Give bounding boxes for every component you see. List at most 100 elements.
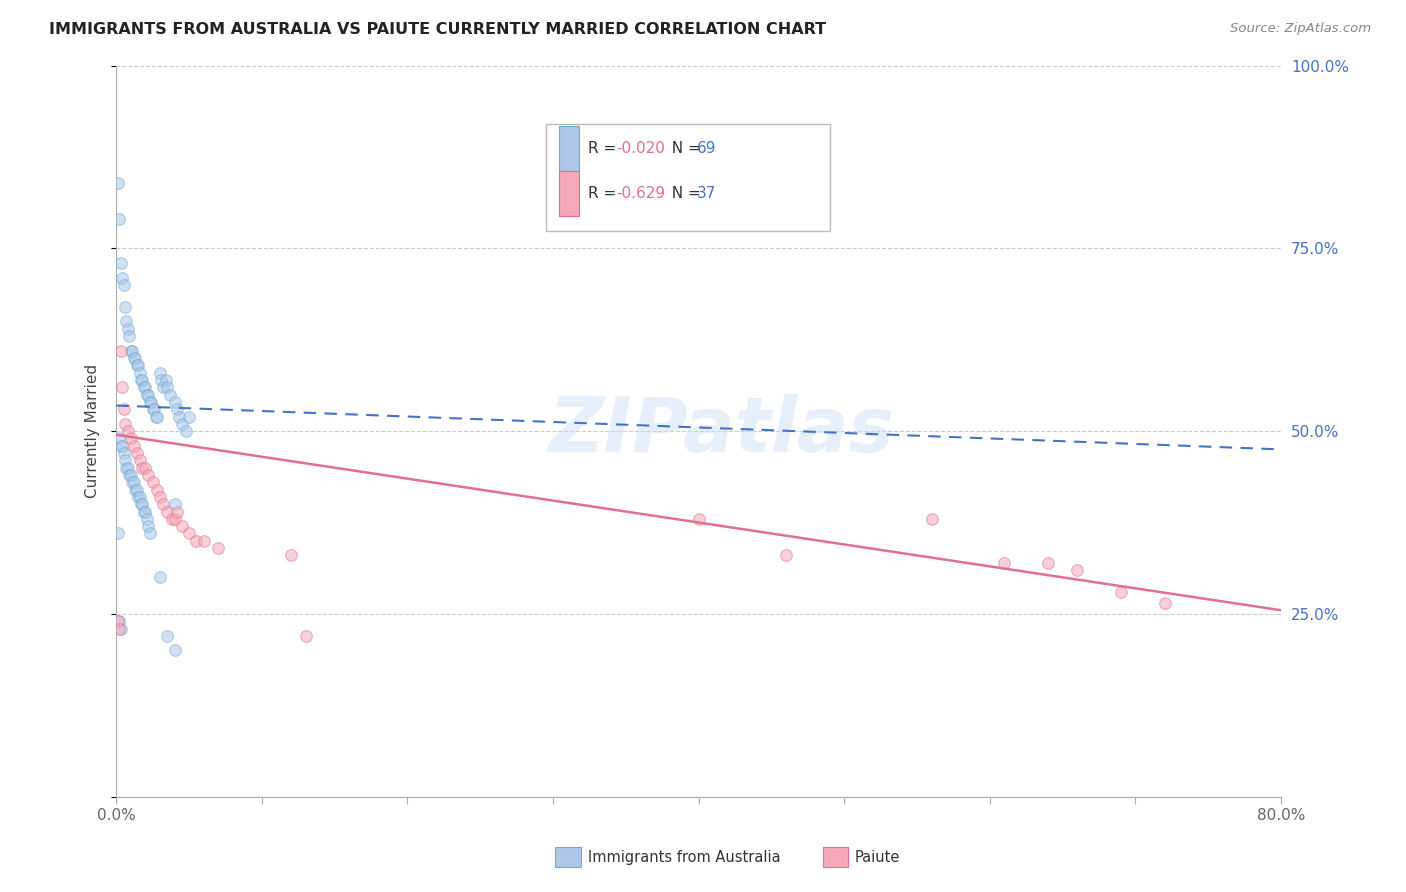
Point [128,453,150,467]
Point [141,395,163,409]
Point [120,343,142,358]
Text: Immigrants from Australia: Immigrants from Australia [588,850,780,864]
Point [136,387,159,401]
Point [122,439,145,453]
Point [108,432,131,446]
Point [186,533,208,548]
Point [142,402,165,417]
Point [114,417,136,431]
Point [121,475,143,490]
Point [134,380,156,394]
Point [110,622,132,636]
Point [146,483,169,497]
Text: 37: 37 [696,186,716,201]
Point [280,549,302,563]
Point [108,212,131,227]
Point [155,373,177,387]
Point [145,409,167,424]
Point [112,402,135,417]
Point [1109,585,1132,599]
Point [688,512,710,526]
Point [146,409,169,424]
Point [128,366,150,380]
Point [131,460,153,475]
Point [139,526,162,541]
Text: R =: R = [588,186,621,201]
Text: -0.020: -0.020 [616,141,665,156]
Text: -0.629: -0.629 [616,186,665,201]
Point [149,366,172,380]
Point [160,512,183,526]
Y-axis label: Currently Married: Currently Married [86,364,100,499]
Point [134,460,156,475]
Point [177,526,200,541]
Point [127,490,149,504]
Point [150,373,173,387]
Point [122,351,145,365]
Point [114,453,136,467]
Point [149,490,172,504]
Point [124,351,146,365]
Point [136,519,159,533]
Point [114,300,136,314]
Point [107,176,129,190]
Point [143,402,166,417]
Point [129,497,152,511]
Point [111,380,134,394]
Point [174,424,197,438]
Point [117,424,139,438]
Point [107,526,129,541]
Point [170,417,193,431]
Point [152,380,174,394]
Point [121,343,143,358]
Text: ZIPatlas: ZIPatlas [548,394,896,468]
Point [112,277,135,292]
Text: 69: 69 [696,141,716,156]
Point [132,504,155,518]
Point [170,519,193,533]
Point [125,483,148,497]
Point [159,387,181,401]
Point [129,373,152,387]
Point [993,556,1015,570]
Point [136,468,159,483]
Text: N =: N = [662,186,706,201]
Text: Source: ZipAtlas.com: Source: ZipAtlas.com [1230,22,1371,36]
Text: Paiute: Paiute [855,850,900,864]
Point [1036,556,1059,570]
Point [207,541,229,555]
Point [134,504,156,518]
Point [193,533,215,548]
Point [163,395,186,409]
Point [149,570,172,584]
Text: IMMIGRANTS FROM AUSTRALIA VS PAIUTE CURRENTLY MARRIED CORRELATION CHART: IMMIGRANTS FROM AUSTRALIA VS PAIUTE CURR… [49,22,827,37]
Point [163,497,186,511]
Point [124,483,146,497]
Point [921,512,943,526]
Point [112,446,135,460]
Point [166,402,188,417]
Point [110,343,132,358]
Point [117,322,139,336]
Point [135,387,157,401]
Point [139,395,162,409]
Point [117,460,139,475]
Point [132,380,155,394]
Text: R =: R = [588,141,621,156]
Point [142,475,165,490]
Point [163,512,186,526]
Point [131,373,153,387]
Point [108,614,131,628]
Point [163,643,186,657]
Point [120,432,142,446]
Point [111,270,134,285]
Point [125,446,148,460]
Point [294,629,316,643]
Point [156,629,179,643]
Point [127,359,149,373]
Point [775,549,797,563]
Point [120,468,142,483]
Text: N =: N = [662,141,706,156]
Point [166,504,188,518]
Point [156,504,179,518]
